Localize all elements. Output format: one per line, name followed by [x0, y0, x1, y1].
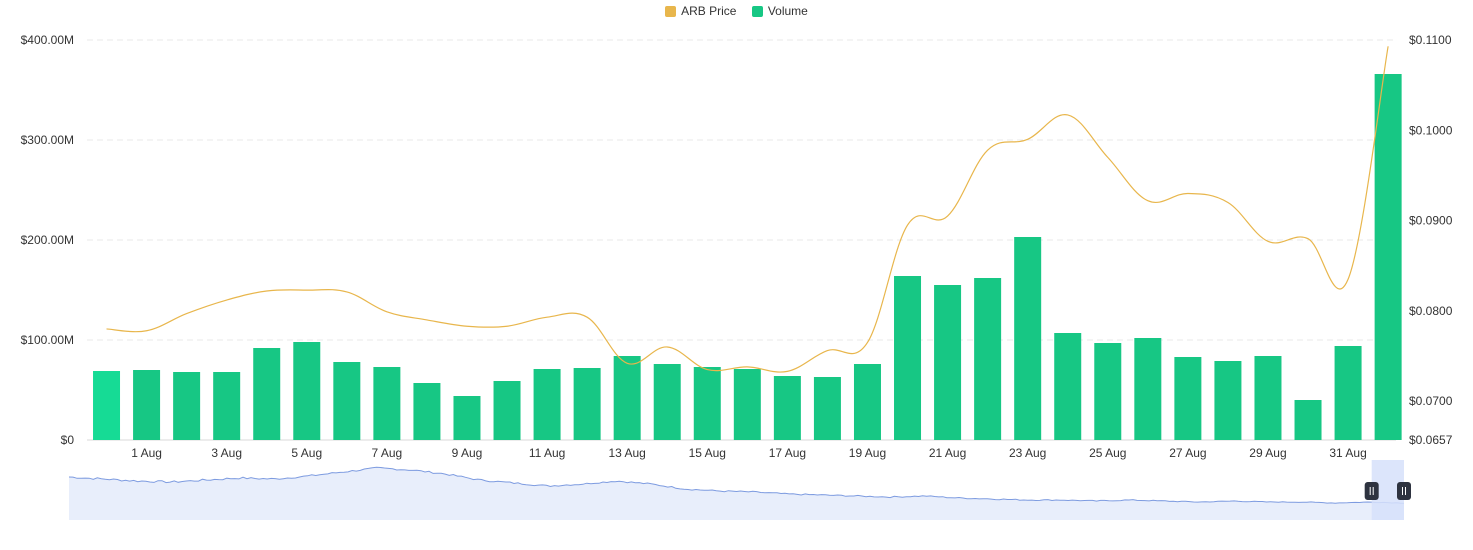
volume-bar[interactable]	[1054, 333, 1082, 440]
right-axis-tick-label: $0.0700	[1409, 394, 1453, 408]
navigator-line	[68, 466, 1405, 504]
left-axis-tick-label: $400.00M	[21, 33, 74, 47]
x-axis-tick-label: 23 Aug	[1009, 446, 1046, 460]
right-axis-tick-label: $0.1000	[1409, 123, 1453, 137]
volume-bar[interactable]	[1134, 338, 1162, 440]
volume-bar[interactable]	[173, 372, 201, 440]
right-axis-tick-label: $0.0800	[1409, 304, 1453, 318]
volume-bar[interactable]	[1334, 346, 1362, 440]
x-axis-tick-label: 15 Aug	[689, 446, 726, 460]
volume-bar[interactable]	[773, 376, 801, 440]
volume-bar[interactable]	[213, 372, 241, 440]
volume-bar[interactable]	[613, 356, 641, 440]
x-axis-tick-label: 9 Aug	[452, 446, 483, 460]
legend-volume-label: Volume	[767, 4, 808, 18]
volume-bar[interactable]	[1214, 361, 1242, 440]
legend-price-label: ARB Price	[681, 4, 737, 18]
left-axis-tick-label: $200.00M	[21, 233, 74, 247]
volume-bar[interactable]	[733, 369, 761, 440]
volume-bar[interactable]	[373, 367, 401, 440]
volume-bars[interactable]	[93, 74, 1402, 440]
volume-bar[interactable]	[934, 285, 962, 440]
navigator-right-handle[interactable]	[1397, 482, 1411, 500]
x-axis-tick-label: 25 Aug	[1089, 446, 1126, 460]
left-axis-tick-label: $300.00M	[21, 133, 74, 147]
price-line-layer[interactable]	[106, 46, 1389, 373]
x-axis-tick-label: 3 Aug	[211, 446, 242, 460]
navigator-left-handle[interactable]	[1364, 482, 1379, 500]
volume-bar[interactable]	[1254, 356, 1282, 440]
x-axis-tick-label: 5 Aug	[291, 446, 322, 460]
volume-bar[interactable]	[974, 278, 1002, 440]
volume-bar[interactable]	[1014, 237, 1042, 440]
volume-bar[interactable]	[493, 381, 521, 440]
x-axis-tick-label: 29 Aug	[1249, 446, 1286, 460]
price-line[interactable]	[106, 46, 1389, 373]
legend-item-price[interactable]: ARB Price	[665, 4, 736, 18]
volume-bar[interactable]	[453, 396, 481, 440]
volume-bar[interactable]	[894, 276, 922, 440]
x-axis-tick-label: 19 Aug	[849, 446, 886, 460]
volume-bar[interactable]	[693, 367, 721, 440]
volume-bar[interactable]	[1094, 343, 1122, 440]
legend-item-volume[interactable]: Volume	[751, 4, 808, 18]
volume-bar[interactable]	[853, 364, 881, 440]
legend: ARB Price Volume	[0, 4, 1473, 20]
x-axis-tick-label: 21 Aug	[929, 446, 966, 460]
volume-bar[interactable]	[573, 368, 601, 440]
navigator-area	[69, 467, 1404, 520]
left-axis-tick-label: $100.00M	[21, 333, 74, 347]
right-axis-tick-label: $0.0900	[1409, 214, 1453, 228]
handle-grip-icon[interactable]	[1397, 482, 1411, 500]
volume-bar[interactable]	[1174, 357, 1202, 440]
x-axis-tick-label: 11 Aug	[529, 446, 565, 460]
right-axis: $0.0657 $0.0700 $0.0800 $0.0900 $0.1000 $0.11…	[1409, 33, 1453, 447]
left-axis-tick-label: $0	[61, 433, 75, 447]
right-axis-tick-label: $0.1100	[1409, 33, 1452, 47]
navigator[interactable]	[68, 460, 1411, 520]
x-axis-tick-label: 27 Aug	[1169, 446, 1206, 460]
x-axis-tick-label: 1 Aug	[131, 446, 162, 460]
x-axis: 1 Aug 3 Aug 5 Aug 7 Aug 9 Aug 11 Aug 13 Aug 15 …	[131, 446, 1367, 460]
volume-bar[interactable]	[253, 348, 281, 440]
volume-bar[interactable]	[293, 342, 321, 440]
volume-bar[interactable]	[813, 377, 841, 440]
volume-swatch-icon	[751, 5, 763, 17]
volume-bar[interactable]	[533, 369, 561, 440]
right-axis-tick-label: $0.0657	[1409, 433, 1453, 447]
volume-bar[interactable]	[1294, 400, 1322, 440]
price-swatch-icon	[665, 5, 677, 17]
volume-bar[interactable]	[93, 371, 121, 440]
volume-bar[interactable]	[413, 383, 441, 440]
volume-bar[interactable]	[333, 362, 361, 440]
x-axis-tick-label: 31 Aug	[1329, 446, 1366, 460]
left-axis: $0 $100.00M $200.00M $300.00M $400.00M	[21, 33, 75, 447]
x-axis-tick-label: 13 Aug	[608, 446, 645, 460]
volume-bar[interactable]	[1374, 74, 1402, 440]
volume-bar[interactable]	[653, 364, 681, 440]
handle-grip-icon[interactable]	[1364, 482, 1379, 500]
x-axis-tick-label: 17 Aug	[769, 446, 806, 460]
volume-bar[interactable]	[133, 370, 161, 440]
x-axis-tick-label: 7 Aug	[372, 446, 403, 460]
